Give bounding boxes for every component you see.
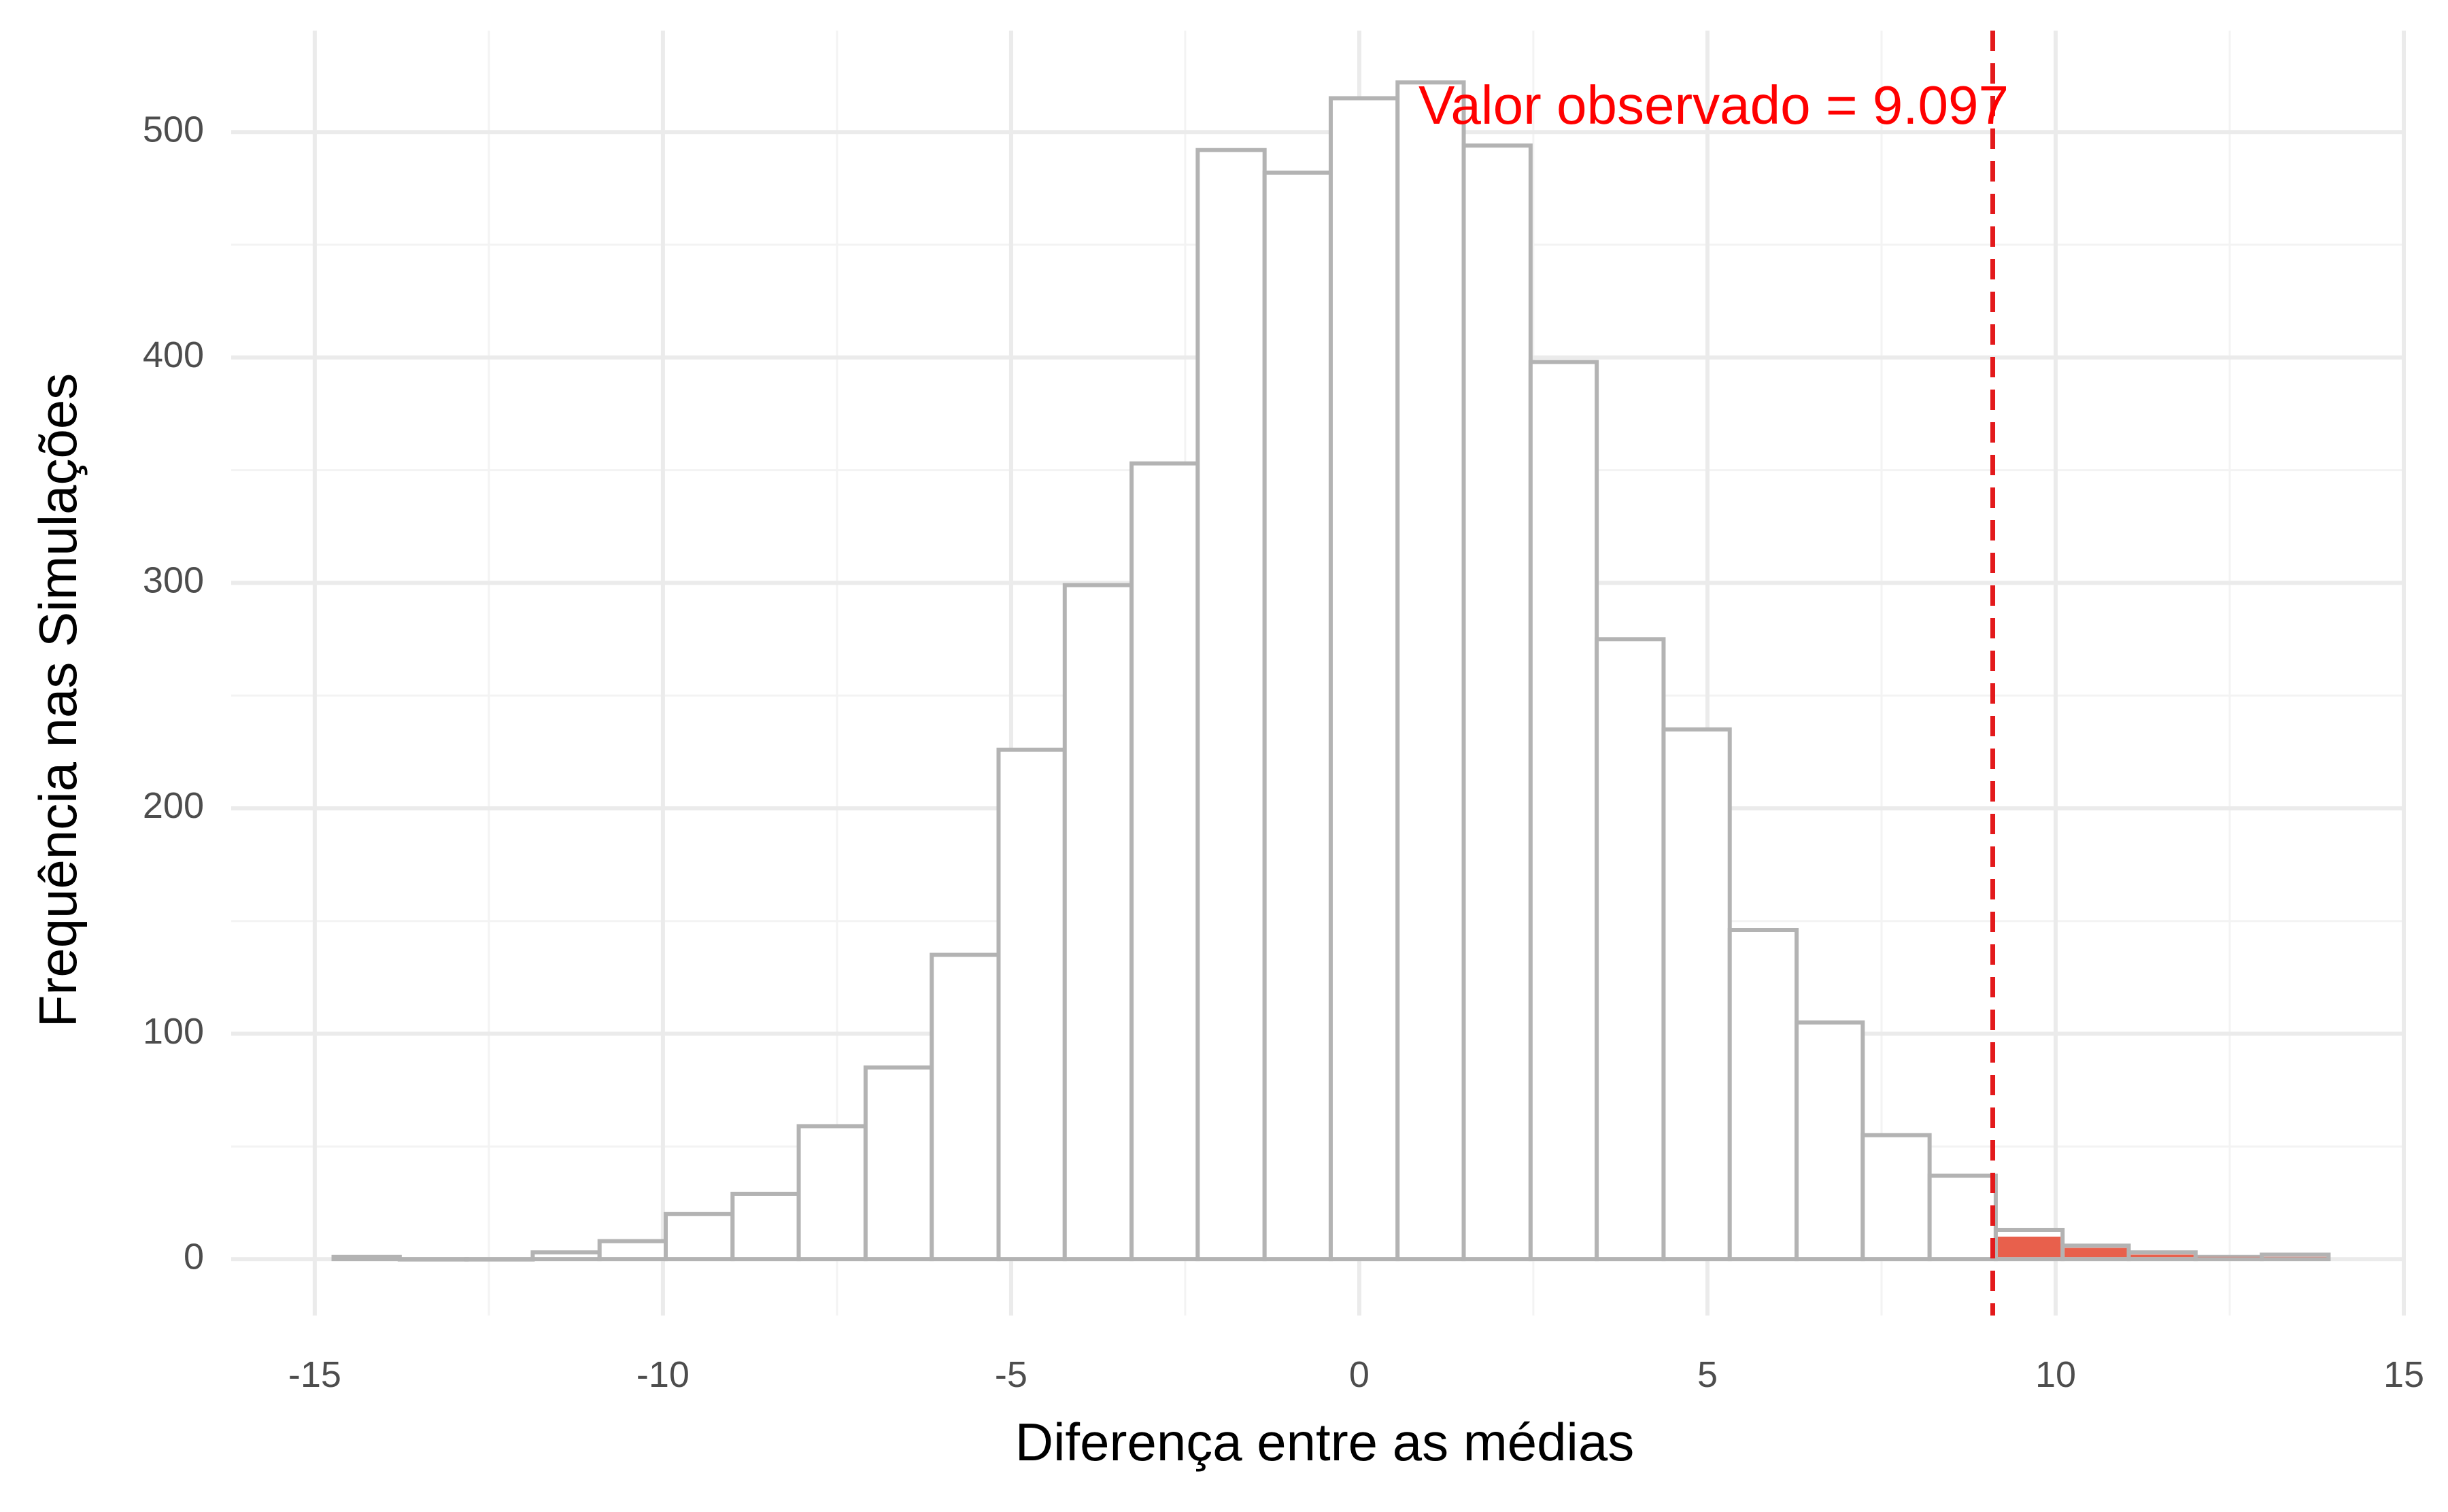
histogram-bar xyxy=(331,1254,402,1262)
highlight-bar xyxy=(2064,1248,2127,1258)
histogram-bar xyxy=(397,1257,469,1262)
histogram-bar xyxy=(930,952,1001,1262)
histogram-bar xyxy=(1262,170,1333,1262)
histogram-bar xyxy=(530,1250,602,1262)
x-tick-labels: -15 -10 -5 0 5 10 15 xyxy=(288,1354,2424,1395)
y-tick-labels: 0 100 200 300 400 500 xyxy=(143,109,204,1277)
histogram-bar xyxy=(1528,360,1599,1262)
y-axis-title: Frequência nas Simulações xyxy=(28,373,88,1028)
highlight-bars xyxy=(1997,1236,2327,1258)
histogram-bar xyxy=(1595,637,1666,1262)
histogram-bar xyxy=(1328,96,1400,1262)
histogram-bars xyxy=(331,80,2331,1262)
histogram-bar xyxy=(996,747,1067,1262)
histogram-bar xyxy=(1795,1020,1865,1262)
x-tick-label: 10 xyxy=(2035,1354,2076,1395)
x-axis-title: Diferença entre as médias xyxy=(1015,1412,1634,1472)
highlight-bar xyxy=(2264,1256,2327,1258)
histogram-bar xyxy=(863,1065,934,1262)
x-tick-label: 15 xyxy=(2383,1354,2424,1395)
x-tick-label: -5 xyxy=(995,1354,1027,1395)
highlight-bar xyxy=(2130,1254,2194,1258)
y-tick-label: 300 xyxy=(143,560,204,601)
histogram-bar xyxy=(1129,461,1200,1262)
x-tick-label: -15 xyxy=(288,1354,341,1395)
histogram-bar xyxy=(1461,143,1533,1262)
y-tick-label: 200 xyxy=(143,785,204,826)
y-tick-label: 0 xyxy=(184,1236,204,1277)
histogram-bar xyxy=(464,1257,535,1262)
x-tick-label: 0 xyxy=(1349,1354,1370,1395)
y-tick-label: 100 xyxy=(143,1011,204,1052)
highlight-bar xyxy=(2197,1256,2260,1258)
histogram-bar xyxy=(1860,1133,1932,1262)
histogram-bar xyxy=(730,1191,801,1262)
highlight-bar xyxy=(1997,1236,2061,1258)
histogram-bar xyxy=(1195,148,1267,1262)
histogram-bar xyxy=(1727,928,1799,1262)
histogram-bar xyxy=(597,1239,668,1262)
histogram-bar xyxy=(1395,80,1466,1262)
y-tick-label: 500 xyxy=(143,109,204,150)
histogram-bar xyxy=(1661,727,1732,1262)
x-tick-label: -10 xyxy=(636,1354,690,1395)
histogram-bar xyxy=(1062,583,1134,1262)
x-tick-label: 5 xyxy=(1697,1354,1718,1395)
observed-value-annotation: Valor observado = 9.097 xyxy=(1418,75,2009,135)
histogram-bar xyxy=(1927,1173,1998,1262)
y-tick-label: 400 xyxy=(143,334,204,375)
histogram-bar xyxy=(796,1124,868,1262)
histogram-bar xyxy=(664,1212,735,1262)
